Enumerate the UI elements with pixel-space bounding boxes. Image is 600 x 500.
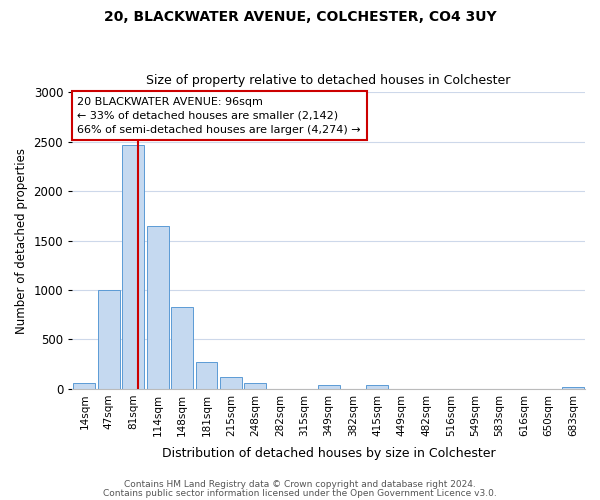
Bar <box>367 385 388 389</box>
Bar <box>196 362 217 389</box>
Bar <box>220 376 242 389</box>
Title: Size of property relative to detached houses in Colchester: Size of property relative to detached ho… <box>146 74 511 87</box>
Bar <box>171 307 193 389</box>
Bar <box>73 383 95 389</box>
Y-axis label: Number of detached properties: Number of detached properties <box>15 148 28 334</box>
Text: 20, BLACKWATER AVENUE, COLCHESTER, CO4 3UY: 20, BLACKWATER AVENUE, COLCHESTER, CO4 3… <box>104 10 496 24</box>
Bar <box>562 387 584 389</box>
Bar <box>122 144 144 389</box>
Text: Contains HM Land Registry data © Crown copyright and database right 2024.: Contains HM Land Registry data © Crown c… <box>124 480 476 489</box>
X-axis label: Distribution of detached houses by size in Colchester: Distribution of detached houses by size … <box>162 447 496 460</box>
Text: 20 BLACKWATER AVENUE: 96sqm
← 33% of detached houses are smaller (2,142)
66% of : 20 BLACKWATER AVENUE: 96sqm ← 33% of det… <box>77 97 361 135</box>
Bar <box>317 385 340 389</box>
Bar <box>244 384 266 389</box>
Bar <box>146 226 169 389</box>
Bar <box>98 290 120 389</box>
Text: Contains public sector information licensed under the Open Government Licence v3: Contains public sector information licen… <box>103 488 497 498</box>
